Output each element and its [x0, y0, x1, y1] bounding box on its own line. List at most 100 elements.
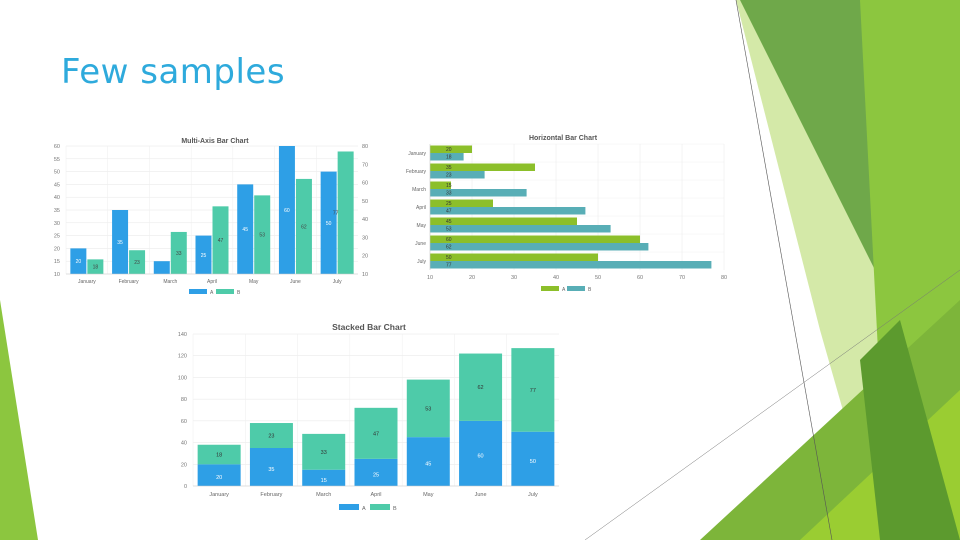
chart2-label-b: 47: [446, 209, 452, 215]
chart3-x-label: May: [423, 492, 434, 498]
green-shape-3: [860, 0, 960, 390]
chart2-y-label: April: [416, 205, 426, 211]
chart3-y-tick: 100: [178, 375, 187, 381]
chart1-label-a: 60: [284, 208, 290, 214]
chart3-legend-swatch-b: [370, 504, 390, 510]
deco-line-1: [735, 0, 833, 540]
chart2-label-b: 62: [446, 245, 452, 251]
chart2-label-a: 20: [446, 147, 452, 153]
chart1-right-tick: 20: [362, 254, 368, 260]
chart2-bar-b: [430, 207, 586, 215]
chart1-x-label: May: [249, 279, 259, 285]
chart1-left-tick: 60: [54, 144, 60, 150]
chart1-right-tick: 60: [362, 181, 368, 187]
chart1-label-b: 47: [218, 238, 224, 244]
chart3-bar-a: [302, 469, 346, 486]
chart1-bar-a: [112, 210, 129, 274]
chart3-label-a: 45: [425, 462, 431, 468]
chart1-right-tick: 10: [362, 272, 368, 278]
green-shape-2: [740, 0, 900, 320]
chart1-bar-a: [237, 184, 254, 274]
chart3-label-b: 33: [321, 450, 327, 456]
chart3-label-b: 77: [530, 388, 536, 394]
chart2-bar-a: [430, 199, 493, 207]
chart3-y-tick: 140: [178, 332, 187, 338]
chart1-label-b: 77: [333, 211, 339, 217]
chart2-x-tick: 50: [595, 275, 601, 281]
chart1-label-a: 35: [117, 240, 123, 246]
chart1-label-a: 45: [242, 227, 248, 233]
chart2-x-tick: 20: [469, 275, 475, 281]
chart1-legend-swatch-b: [216, 289, 234, 294]
chart2-title: Horizontal Bar Chart: [529, 135, 598, 142]
chart3-label-b: 47: [373, 431, 379, 437]
chart2-bar-b: [430, 189, 527, 197]
chart3-label-b: 62: [478, 385, 484, 391]
chart1-left-tick: 35: [54, 208, 60, 214]
multi-axis-bar-chart: Multi-Axis Bar Chart 10 15 20 25 30 35 40 45 50 5…: [54, 138, 368, 296]
chart1-left-tick: 30: [54, 221, 60, 227]
chart1-bar-b: [254, 195, 271, 274]
chart3-legend-swatch-a: [339, 504, 359, 510]
chart2-label-a: 45: [446, 219, 452, 225]
chart1-label-b: 33: [176, 251, 182, 257]
chart3-label-a: 20: [216, 475, 222, 481]
chart3-bar-b: [511, 348, 555, 432]
chart2-bar-a: [430, 163, 535, 171]
chart1-bar-a: [153, 261, 170, 274]
chart2-y-label: July: [417, 259, 426, 265]
chart1-label-a: 50: [326, 221, 332, 227]
chart3-bar-a: [197, 464, 241, 486]
horizontal-bar-chart: Horizontal Bar Chart 10 20 30 40 50 60 70 80 Jan…: [406, 135, 727, 293]
chart2-label-b: 77: [446, 263, 452, 269]
chart2-bar-b: [430, 153, 464, 161]
chart2-x-tick: 70: [679, 275, 685, 281]
chart3-label-b: 53: [425, 406, 431, 412]
chart1-bar-b: [170, 231, 187, 274]
chart1-bar-a: [195, 235, 212, 274]
chart3-bar-b: [459, 353, 503, 421]
chart3-y-tick: 40: [181, 441, 187, 447]
chart3-y-tick: 20: [181, 462, 187, 468]
chart1-bar-b: [129, 250, 146, 274]
chart2-bar-a: [430, 181, 451, 189]
chart2-bar-a: [430, 235, 640, 243]
chart1-left-tick: 50: [54, 170, 60, 176]
chart1-x-label: July: [333, 279, 342, 285]
chart2-bar-a: [430, 253, 598, 261]
chart3-bar-a: [511, 431, 555, 486]
chart1-title: Multi-Axis Bar Chart: [181, 138, 249, 145]
chart2-label-b: 23: [446, 173, 452, 179]
chart3-bar-b: [302, 433, 346, 470]
chart1-left-tick: 45: [54, 182, 60, 188]
chart3-legend-label-a: A: [362, 506, 366, 512]
chart2-x-tick: 80: [721, 275, 727, 281]
chart3-label-a: 15: [321, 478, 327, 484]
chart2-bar-a: [430, 217, 577, 225]
chart2-y-label: May: [417, 223, 427, 229]
chart1-label-b: 23: [134, 260, 140, 266]
chart1-x-label: April: [207, 279, 217, 285]
green-shape-left: [0, 300, 38, 540]
chart2-x-tick: 10: [427, 275, 433, 281]
chart2-y-label: January: [408, 151, 426, 157]
chart2-bar-b: [430, 225, 611, 233]
chart3-legend-label-b: B: [393, 506, 397, 512]
chart3-x-label: February: [260, 492, 282, 498]
chart3-bar-a: [459, 420, 503, 486]
chart3-y-tick: 0: [184, 484, 187, 490]
chart2-label-a: 25: [446, 201, 452, 207]
chart3-bar-a: [406, 437, 450, 486]
chart2-label-a: 50: [446, 255, 452, 261]
chart3-label-a: 25: [373, 472, 379, 478]
chart3-bar-a: [354, 458, 398, 486]
chart2-x-tick: 60: [637, 275, 643, 281]
chart2-label-b: 18: [446, 155, 452, 161]
chart2-x-tick: 30: [511, 275, 517, 281]
chart2-bar-b: [430, 171, 485, 179]
chart1-label-a: 25: [201, 253, 207, 259]
chart3-bar-a: [249, 448, 293, 486]
chart1-bar-b: [212, 206, 229, 274]
chart1-bar-a: [70, 248, 87, 274]
chart1-x-label: January: [78, 279, 96, 285]
